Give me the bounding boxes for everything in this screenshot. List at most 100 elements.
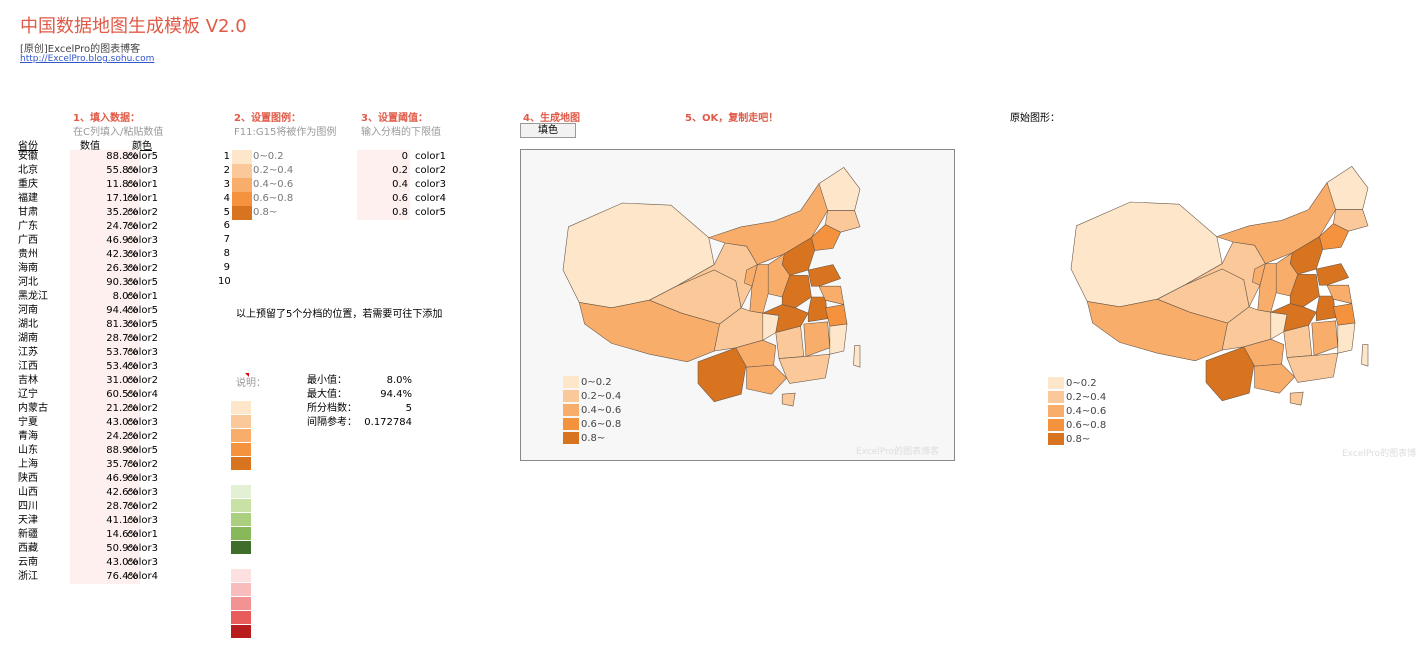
province-value-cell[interactable]: 26.3%: [70, 262, 140, 276]
province-value-cell[interactable]: 46.9%: [70, 472, 140, 486]
stat-row: 所分档数： 5: [307, 402, 412, 416]
table-row: 四川 28.7% color2: [18, 500, 163, 514]
province-value-cell[interactable]: 55.8%: [70, 164, 140, 178]
province-name: 宁夏: [18, 417, 38, 428]
legend-index: 7: [223, 234, 230, 245]
province-color-class: color2: [127, 207, 158, 218]
province-color-class: color1: [127, 179, 158, 190]
province-value-cell[interactable]: 94.4%: [70, 304, 140, 318]
palette-orange-swatch[interactable]: [231, 443, 251, 456]
province-shape-fujian: [829, 323, 848, 355]
province-value-cell[interactable]: 35.2%: [70, 206, 140, 220]
map-legend-label: 0~0.2: [1066, 378, 1097, 389]
palette-red-swatch[interactable]: [231, 597, 251, 610]
palette-green-swatch[interactable]: [231, 485, 251, 498]
palette-red-swatch[interactable]: [231, 583, 251, 596]
province-shape-guizhou: [735, 339, 777, 368]
palette-red-swatch[interactable]: [231, 625, 251, 638]
province-value-cell[interactable]: 14.6%: [70, 528, 140, 542]
province-value-cell[interactable]: 24.7%: [70, 220, 140, 234]
legend-swatch[interactable]: [232, 206, 252, 220]
page-subtitle: [原创]ExcelPro的图表博客: [20, 44, 141, 55]
province-value-cell[interactable]: 28.7%: [70, 500, 140, 514]
province-name: 湖北: [18, 319, 38, 330]
province-color-class: color5: [127, 151, 158, 162]
threshold-color-name: color4: [415, 193, 446, 204]
palette-green-swatch[interactable]: [231, 513, 251, 526]
header-province: 省份: [18, 141, 38, 152]
threshold-value-cell[interactable]: 0.4: [357, 178, 410, 192]
legend-index: 6: [223, 220, 230, 231]
palette-red-swatch[interactable]: [231, 569, 251, 582]
palette-orange-swatch[interactable]: [231, 401, 251, 414]
province-shape-yunnan: [697, 347, 747, 403]
fill-color-button[interactable]: 填色: [520, 123, 576, 138]
province-value-cell[interactable]: 41.1%: [70, 514, 140, 528]
table-row: 天津 41.1% color3: [18, 514, 163, 528]
palette-green-swatch[interactable]: [231, 527, 251, 540]
province-value-cell[interactable]: 50.9%: [70, 542, 140, 556]
province-value-cell[interactable]: 43.0%: [70, 556, 140, 570]
map-legend-swatch: [563, 390, 579, 402]
legend-swatch[interactable]: [232, 164, 252, 178]
palette-green-swatch[interactable]: [231, 499, 251, 512]
table-row: 安徽 88.8% color5: [18, 150, 163, 164]
legend-swatch[interactable]: [232, 178, 252, 192]
province-value-cell[interactable]: 90.3%: [70, 276, 140, 290]
table-row: 黑龙江 8.0% color1: [18, 290, 163, 304]
province-name: 福建: [18, 193, 38, 204]
map-legend-label: 0.2~0.4: [581, 391, 622, 402]
province-value-cell[interactable]: 17.1%: [70, 192, 140, 206]
table-row: 贵州 42.3% color3: [18, 248, 163, 262]
province-value-cell[interactable]: 46.9%: [70, 234, 140, 248]
map-legend-swatch: [1048, 405, 1064, 417]
map-legend-label: 0.8~: [1066, 434, 1091, 445]
province-value-cell[interactable]: 21.2%: [70, 402, 140, 416]
province-value-cell[interactable]: 88.9%: [70, 444, 140, 458]
generated-map-frame[interactable]: 0~0.2 0.2~0.4 0.4~0.6 0.6~0.8 0.8~ ExcelPro的…: [520, 149, 955, 461]
legend-swatch[interactable]: [232, 192, 252, 206]
province-value-cell[interactable]: 11.8%: [70, 178, 140, 192]
original-china-map: [1070, 165, 1369, 406]
province-value-cell[interactable]: 42.3%: [70, 248, 140, 262]
province-value-cell[interactable]: 53.7%: [70, 346, 140, 360]
map-watermark: ExcelPro的图表博客: [856, 447, 940, 457]
map-legend-label: 0.4~0.6: [581, 405, 622, 416]
map-legend-swatch: [563, 418, 579, 430]
palette-orange-swatch[interactable]: [231, 429, 251, 442]
province-value-cell[interactable]: 43.0%: [70, 416, 140, 430]
province-name: 甘肃: [18, 207, 38, 218]
comment-marker-icon[interactable]: [245, 373, 249, 377]
province-color-class: color3: [127, 417, 158, 428]
province-value-cell[interactable]: 88.8%: [70, 150, 140, 164]
province-name: 上海: [18, 459, 38, 470]
province-color-class: color3: [127, 543, 158, 554]
blog-link[interactable]: http://ExcelPro.blog.sohu.com: [20, 54, 155, 64]
province-value-cell[interactable]: 53.4%: [70, 360, 140, 374]
table-row: 广西 46.9% color3: [18, 234, 163, 248]
province-name: 江西: [18, 361, 38, 372]
threshold-value-cell[interactable]: 0: [357, 150, 410, 164]
legend-index: 1: [223, 151, 230, 162]
palette-orange-swatch[interactable]: [231, 457, 251, 470]
palette-orange-swatch[interactable]: [231, 415, 251, 428]
province-name: 北京: [18, 165, 38, 176]
province-shape-guangdong: [1286, 352, 1339, 383]
palette-red-swatch[interactable]: [231, 611, 251, 624]
province-value-cell[interactable]: 28.7%: [70, 332, 140, 346]
legend-label: 0~0.2: [253, 151, 284, 162]
province-value-cell[interactable]: 76.4%: [70, 570, 140, 584]
threshold-value-cell[interactable]: 0.6: [357, 192, 410, 206]
province-value-cell[interactable]: 42.6%: [70, 486, 140, 500]
threshold-value-cell[interactable]: 0.8: [357, 206, 410, 220]
province-value-cell[interactable]: 35.7%: [70, 458, 140, 472]
palette-green-swatch[interactable]: [231, 541, 251, 554]
province-value-cell[interactable]: 8.0%: [70, 290, 140, 304]
province-value-cell[interactable]: 24.2%: [70, 430, 140, 444]
province-value-cell[interactable]: 31.0%: [70, 374, 140, 388]
province-value-cell[interactable]: 81.3%: [70, 318, 140, 332]
province-value-cell[interactable]: 60.5%: [70, 388, 140, 402]
map-legend-swatch: [1048, 377, 1064, 389]
legend-swatch[interactable]: [232, 150, 252, 164]
threshold-value-cell[interactable]: 0.2: [357, 164, 410, 178]
